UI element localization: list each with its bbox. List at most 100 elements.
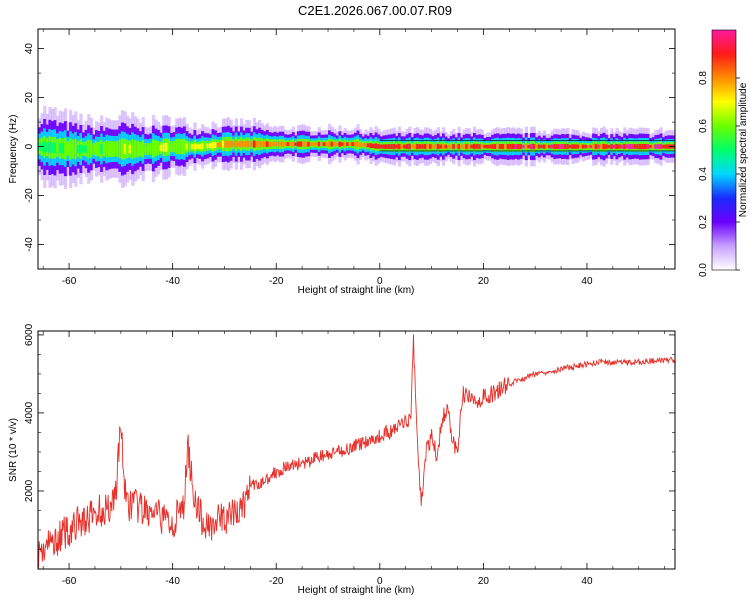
spectrogram-x-tick-label: -40 (165, 276, 180, 287)
heatmap-cell (460, 144, 464, 149)
heatmap-cell (480, 144, 484, 149)
colorbar-tick-label: 0.0 (698, 263, 709, 277)
colorbar-tick-label: 0.2 (698, 215, 709, 229)
heatmap-cell (589, 144, 593, 149)
heatmap-cell (95, 145, 99, 153)
heatmap-cell (571, 144, 575, 149)
heatmap-cell (353, 141, 358, 147)
heatmap-cell (599, 144, 604, 150)
heatmap-cell (506, 143, 510, 150)
heatmap-cell (496, 143, 500, 150)
heatmap-cell (245, 140, 249, 148)
heatmap-cell (592, 143, 596, 150)
heatmap-cell (164, 142, 169, 152)
heatmap-cell (382, 144, 386, 149)
heatmap-cell (48, 141, 52, 153)
snr-x-tick-label: 40 (581, 576, 593, 587)
snr-y-tick-label: 4000 (24, 401, 35, 424)
heatmap-cell (356, 141, 360, 148)
heatmap-cell (273, 141, 277, 147)
band-outline (379, 140, 675, 152)
heatmap-cell (416, 143, 420, 150)
heatmap-cell (208, 143, 213, 148)
heatmap-cell (646, 144, 650, 150)
heatmap-cell (364, 143, 368, 148)
colorbar: 0.0 0.2 0.4 0.6 0.8 Normalized spectral ampl… (698, 29, 749, 277)
heatmap-cell (172, 143, 176, 150)
heatmap-cell (576, 144, 580, 149)
snr-line-group (38, 334, 675, 569)
heatmap-cell (115, 145, 119, 153)
heatmap-cell (527, 144, 531, 149)
heatmap-cell (304, 141, 308, 147)
snr-y-axis-label: SNR (10 * v/v) (8, 418, 19, 482)
heatmap-cell (294, 142, 298, 146)
heatmap-cell (133, 144, 137, 154)
heatmap-cell (491, 144, 495, 149)
heatmap-cell (387, 144, 391, 149)
heatmap-cell (574, 144, 578, 149)
heatmap-cell (625, 144, 629, 149)
heatmap-cell (542, 144, 547, 149)
heatmap-cell (519, 144, 523, 149)
heatmap-cell (183, 142, 187, 151)
heatmap-cell (71, 144, 75, 154)
heatmap-cell (139, 145, 143, 153)
spectrogram-x-tick-label: 40 (581, 276, 593, 287)
heatmap-cell (333, 142, 337, 147)
heatmap-cell (351, 142, 355, 146)
heatmap-cell (449, 144, 453, 149)
heatmap-cell (377, 143, 381, 149)
heatmap-cell (504, 144, 508, 150)
heatmap-cell (400, 144, 404, 149)
heatmap-cell (431, 144, 435, 149)
heatmap-cell (535, 144, 539, 149)
colorbar-tick-label: 0.4 (698, 167, 709, 181)
heatmap-cell (255, 141, 259, 148)
spectrogram-ticks: -60 -40 -20 0 20 40 -40 -20 0 20 40 (24, 29, 675, 287)
heatmap-cell (278, 141, 282, 147)
heatmap-cell (113, 145, 117, 153)
heatmap-cell (43, 141, 47, 153)
heatmap-cell (488, 144, 492, 149)
heatmap-cell (206, 143, 210, 149)
heatmap-cell (144, 146, 148, 152)
heatmap-cell (317, 141, 321, 147)
heatmap-cell (374, 143, 378, 149)
spectrogram-x-tick-label: 20 (478, 276, 490, 287)
heatmap-cell (654, 144, 658, 149)
colorbar-gradient (712, 30, 736, 270)
heatmap-cell (548, 144, 552, 149)
heatmap-cell (162, 143, 166, 152)
heatmap-cell (537, 144, 541, 149)
heatmap-cell (325, 142, 329, 146)
heatmap-cell (434, 144, 438, 149)
heatmap-cell (361, 143, 365, 147)
heatmap-cell (190, 144, 194, 149)
heatmap-cell (258, 140, 262, 148)
spectrogram-y-tick-label: -20 (24, 188, 35, 203)
heatmap-cell (522, 144, 526, 149)
heatmap-cell (581, 144, 585, 149)
heatmap-cell (61, 143, 65, 154)
heatmap-cell (579, 144, 583, 149)
snr-y-tick-label: 2000 (24, 479, 35, 502)
heatmap-cell (167, 142, 171, 152)
heatmap-cell (227, 140, 231, 148)
heatmap-cell (392, 144, 396, 150)
colorbar-tick-label: 0.6 (698, 119, 709, 133)
spectrogram-y-axis-label: Frequency (Hz) (8, 115, 19, 184)
heatmap-cell (141, 144, 145, 154)
heatmap-cell (615, 144, 619, 150)
heatmap-cell (242, 141, 246, 147)
heatmap-cell (107, 144, 112, 153)
snr-panel: -60 -40 -20 0 20 40 2000 4000 6000 Height of str… (8, 323, 676, 596)
heatmap-cell (418, 144, 422, 149)
heatmap-cell (151, 143, 156, 154)
heatmap-cell (594, 144, 598, 150)
heatmap-cell (444, 144, 448, 149)
heatmap-cell (429, 144, 433, 149)
colorbar-frame (711, 29, 737, 271)
heatmap-cell (667, 144, 671, 149)
snr-frame (37, 330, 676, 570)
